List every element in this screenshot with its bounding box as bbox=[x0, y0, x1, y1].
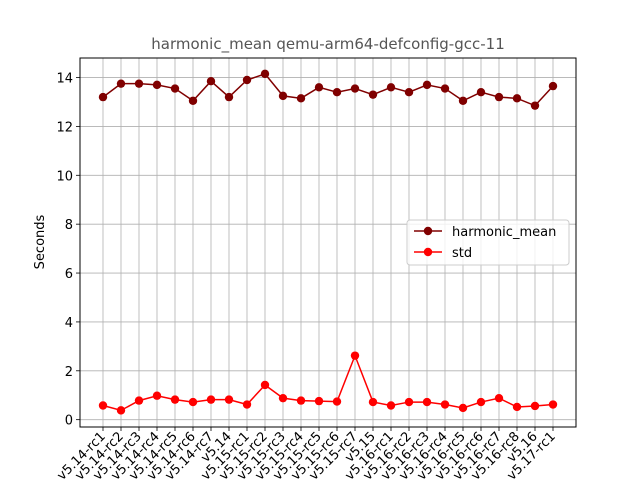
data-point-harmonic_mean bbox=[98, 92, 108, 102]
data-point-std bbox=[530, 401, 540, 411]
data-point-harmonic_mean bbox=[368, 90, 378, 99]
data-point-std bbox=[116, 406, 126, 415]
y-tick-label: 8 bbox=[65, 218, 73, 233]
data-point-harmonic_mean bbox=[224, 92, 234, 102]
data-point-std bbox=[98, 401, 108, 410]
y-tick-label: 0 bbox=[65, 414, 73, 429]
data-point-harmonic_mean bbox=[494, 92, 504, 102]
data-point-std bbox=[332, 397, 342, 406]
y-axis: 0 2 4 6 8 10 12 14 bbox=[56, 72, 80, 429]
data-point-harmonic_mean bbox=[386, 83, 396, 92]
data-point-harmonic_mean bbox=[170, 84, 180, 93]
data-point-std bbox=[458, 403, 468, 413]
legend-marker-harmonic_mean bbox=[423, 226, 433, 236]
plot-frame bbox=[79, 57, 577, 428]
data-point-harmonic_mean bbox=[314, 83, 324, 92]
data-point-harmonic_mean bbox=[206, 77, 216, 86]
data-point-harmonic_mean bbox=[422, 80, 432, 90]
y-tick-label: 10 bbox=[56, 169, 73, 184]
data-point-harmonic_mean bbox=[296, 94, 306, 103]
data-point-std bbox=[170, 395, 180, 404]
chart-title: harmonic_mean qemu-arm64-defconfig-gcc-1… bbox=[151, 35, 504, 54]
series-line-harmonic_mean bbox=[102, 73, 554, 107]
data-point-harmonic_mean bbox=[548, 81, 558, 91]
data-point-std bbox=[386, 401, 396, 410]
data-point-harmonic_mean bbox=[530, 101, 540, 110]
y-axis-label: Seconds bbox=[33, 214, 48, 269]
data-point-harmonic_mean bbox=[116, 79, 126, 88]
data-point-harmonic_mean bbox=[350, 84, 360, 93]
data-point-std bbox=[278, 393, 288, 403]
data-point-harmonic_mean bbox=[332, 88, 342, 97]
data-point-std bbox=[404, 397, 414, 407]
legend-marker-std bbox=[423, 247, 433, 257]
data-point-std bbox=[440, 400, 450, 409]
data-point-std bbox=[548, 400, 558, 409]
data-point-harmonic_mean bbox=[152, 80, 162, 90]
data-point-harmonic_mean bbox=[440, 84, 450, 93]
data-point-harmonic_mean bbox=[476, 88, 486, 97]
data-point-std bbox=[134, 396, 144, 405]
data-point-std bbox=[476, 397, 486, 407]
data-point-std bbox=[494, 393, 504, 403]
data-point-harmonic_mean bbox=[188, 96, 198, 105]
data-point-std bbox=[422, 397, 432, 407]
data-point-std bbox=[314, 396, 324, 406]
y-tick-label: 4 bbox=[65, 316, 73, 331]
data-point-std bbox=[296, 396, 306, 405]
y-tick-label: 14 bbox=[56, 72, 73, 87]
legend-label-harmonic_mean: harmonic_mean bbox=[452, 225, 556, 240]
data-point-harmonic_mean bbox=[278, 91, 288, 101]
data-point-std bbox=[350, 351, 360, 360]
data-point-std bbox=[260, 380, 270, 390]
y-tick-label: 2 bbox=[65, 365, 73, 380]
series-layer bbox=[98, 69, 558, 415]
series-line-std bbox=[102, 353, 554, 412]
data-point-harmonic_mean bbox=[134, 79, 144, 88]
data-point-std bbox=[152, 391, 162, 400]
data-point-std bbox=[512, 402, 522, 412]
y-tick-label: 12 bbox=[56, 120, 73, 135]
x-axis: v5.14-rc1v5.14-rc2v5.14-rc3v5.14-rc4v5.1… bbox=[55, 427, 559, 480]
data-point-harmonic_mean bbox=[458, 96, 468, 105]
data-point-harmonic_mean bbox=[242, 75, 252, 85]
data-point-std bbox=[242, 400, 252, 409]
data-point-std bbox=[368, 397, 378, 407]
data-point-std bbox=[224, 395, 234, 404]
legend-label-std: std bbox=[452, 246, 472, 261]
data-point-std bbox=[188, 397, 198, 407]
data-point-harmonic_mean bbox=[512, 94, 522, 103]
data-point-harmonic_mean bbox=[260, 69, 270, 79]
y-tick-label: 6 bbox=[65, 267, 73, 282]
data-point-harmonic_mean bbox=[404, 88, 414, 97]
legend-frame bbox=[406, 219, 570, 266]
data-point-std bbox=[206, 395, 216, 404]
